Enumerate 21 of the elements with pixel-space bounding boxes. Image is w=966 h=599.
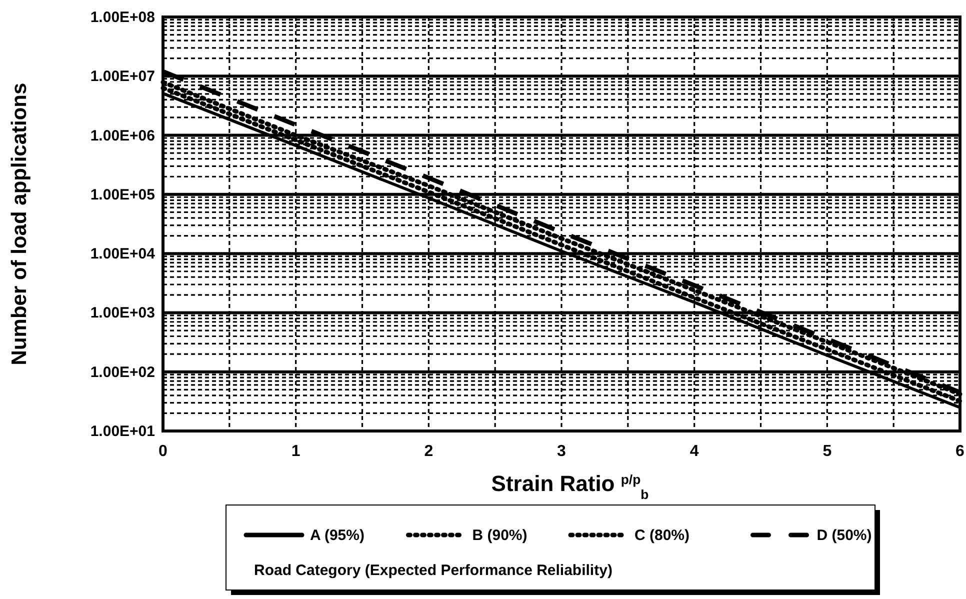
legend-label: D (50%) [816,527,872,544]
x-tick-label: 4 [690,443,699,460]
x-tick-label: 6 [956,443,965,460]
x-tick-label: 5 [822,443,832,460]
x-tick-label: 2 [424,443,434,460]
legend-label: B (90%) [472,527,528,544]
y-tick-label: 1.00E+08 [90,9,155,26]
y-tick-label: 1.00E+06 [90,127,155,144]
legend-title: Road Category (Expected Performance Reliability) [254,562,612,579]
y-tick-label: 1.00E+05 [90,186,155,204]
y-axis-title: Number of load applications [8,82,31,366]
y-tick-label: 1.00E+02 [90,364,155,381]
y-tick-label: 1.00E+07 [90,68,155,86]
x-tick-label: 0 [158,443,168,460]
x-tick-label: 3 [557,443,566,460]
legend-label: C (80%) [634,527,690,544]
y-tick-label: 1.00E+01 [90,423,155,440]
x-tick-label: 1 [291,443,300,460]
y-tick-label: 1.00E+04 [90,246,156,263]
y-tick-label: 1.00E+03 [90,304,155,322]
legend-label: A (95%) [310,527,364,544]
